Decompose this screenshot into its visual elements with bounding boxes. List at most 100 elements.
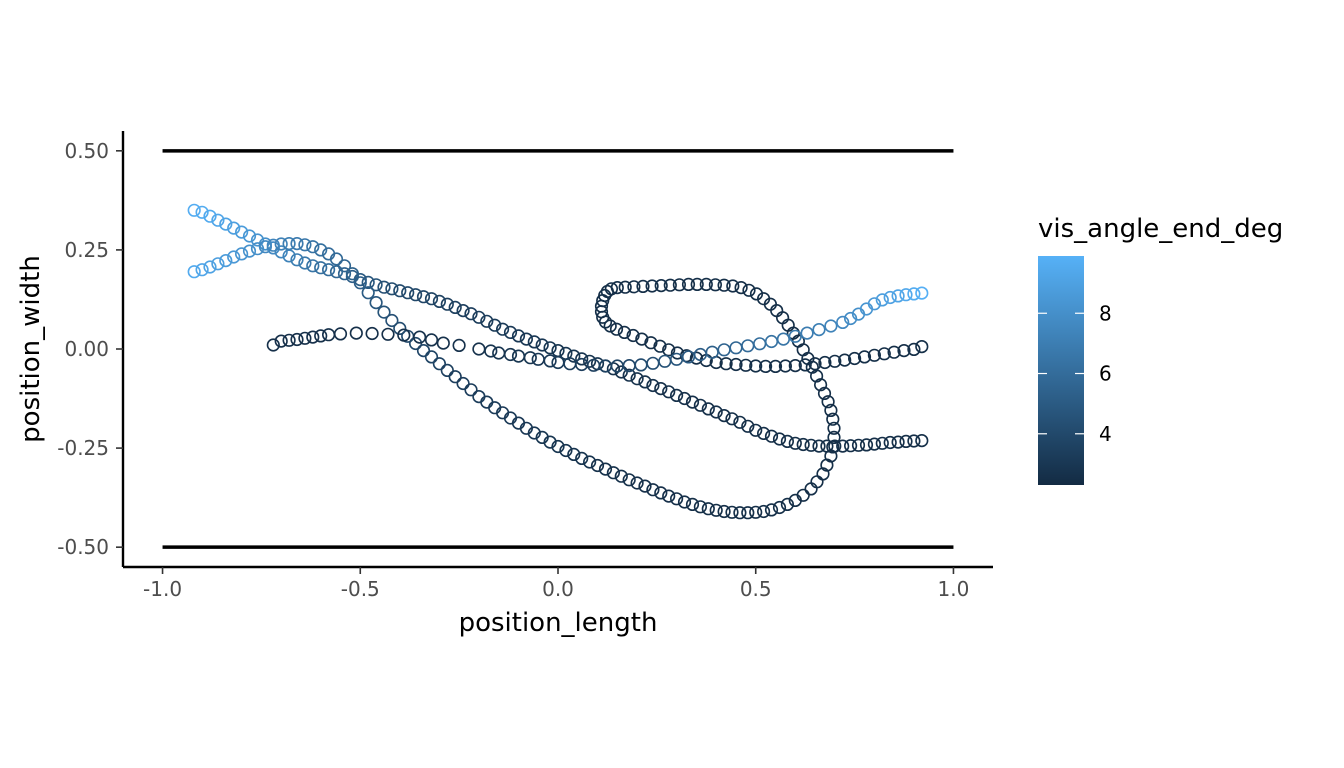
data-point	[575, 352, 589, 366]
data-point	[719, 357, 733, 371]
data-point	[915, 434, 929, 448]
data-point	[582, 354, 597, 368]
data-point	[235, 247, 249, 261]
y-tick-label: 0.50	[64, 139, 109, 163]
data-point	[345, 269, 360, 284]
data-point	[333, 327, 348, 341]
data-point	[290, 253, 304, 267]
data-point	[598, 359, 613, 373]
data-point	[800, 326, 814, 340]
data-point	[424, 292, 439, 306]
data-point	[195, 205, 209, 219]
data-point	[381, 327, 395, 341]
data-point	[644, 336, 658, 350]
data-point	[242, 229, 257, 243]
data-point	[739, 358, 753, 372]
data-point	[826, 412, 840, 426]
data-point	[756, 426, 771, 441]
x-tick-label: -1.0	[143, 577, 182, 601]
data-point	[361, 275, 375, 290]
axes	[121, 131, 993, 569]
data-point	[654, 382, 668, 396]
data-point	[195, 263, 209, 277]
data-point	[622, 473, 636, 487]
data-point	[329, 252, 344, 266]
data-point	[729, 357, 743, 372]
data-point	[606, 362, 621, 376]
data-point	[638, 479, 652, 493]
data-point	[690, 277, 704, 292]
data-point	[452, 338, 466, 353]
data-point	[609, 322, 624, 336]
data-point	[798, 358, 812, 372]
data-point	[590, 458, 605, 473]
data-point	[436, 336, 450, 350]
data-point	[828, 354, 842, 368]
data-point	[638, 375, 652, 389]
x-tick-label: -0.5	[341, 577, 380, 601]
data-point	[897, 344, 911, 358]
data-point	[709, 405, 723, 419]
data-point	[274, 237, 288, 251]
data-point	[361, 286, 375, 300]
data-point	[250, 242, 265, 256]
data-point	[456, 376, 470, 391]
data-point	[907, 434, 921, 448]
data-point	[796, 343, 810, 357]
data-point	[258, 240, 273, 254]
y-axis-ticks: 0.50 0.25 0.00 -0.25 -0.50	[57, 139, 123, 559]
data-point	[741, 339, 755, 353]
data-point	[314, 329, 328, 343]
data-point	[689, 351, 704, 365]
data-point	[630, 372, 644, 386]
data-point	[827, 421, 841, 435]
data-point	[472, 390, 486, 404]
data-point	[385, 313, 399, 328]
data-point	[523, 351, 537, 365]
data-point	[211, 257, 225, 271]
data-point	[377, 280, 391, 294]
data-point	[219, 217, 233, 231]
data-point	[669, 492, 684, 506]
x-axis-ticks: -1.0 -0.5 0.0 0.5 1.0	[143, 567, 969, 601]
data-point	[749, 287, 764, 301]
data-point	[770, 304, 784, 318]
data-point	[242, 244, 257, 258]
data-point	[733, 506, 747, 520]
data-point	[630, 476, 644, 490]
data-point	[551, 355, 565, 370]
data-point	[867, 297, 882, 311]
data-point	[322, 263, 336, 277]
data-point	[314, 243, 328, 257]
legend-ticks: 4 6 8	[1038, 301, 1112, 446]
data-point	[250, 233, 265, 247]
data-point	[699, 277, 713, 292]
data-point	[653, 339, 667, 353]
data-point	[788, 359, 802, 373]
data-point	[290, 332, 304, 347]
data-point	[772, 432, 787, 446]
data-point	[266, 338, 280, 352]
data-point	[669, 388, 684, 403]
data-point	[701, 402, 715, 416]
data-point	[329, 265, 344, 279]
data-point	[464, 307, 478, 321]
data-point	[353, 276, 367, 290]
y-tick-label: 0.25	[64, 238, 109, 262]
data-point	[235, 225, 249, 239]
data-point	[891, 289, 905, 303]
data-point	[503, 347, 518, 362]
data-points	[187, 203, 929, 520]
data-point	[741, 506, 755, 520]
data-point	[808, 357, 822, 371]
data-point	[397, 328, 411, 342]
data-point	[726, 279, 740, 293]
x-tick-label: 0.0	[542, 577, 574, 601]
data-point	[298, 238, 312, 252]
data-point	[843, 311, 858, 326]
data-point	[282, 333, 296, 347]
legend-tick-label: 8	[1099, 301, 1112, 325]
data-point	[211, 213, 225, 227]
data-point	[725, 505, 739, 519]
data-point	[788, 436, 802, 450]
